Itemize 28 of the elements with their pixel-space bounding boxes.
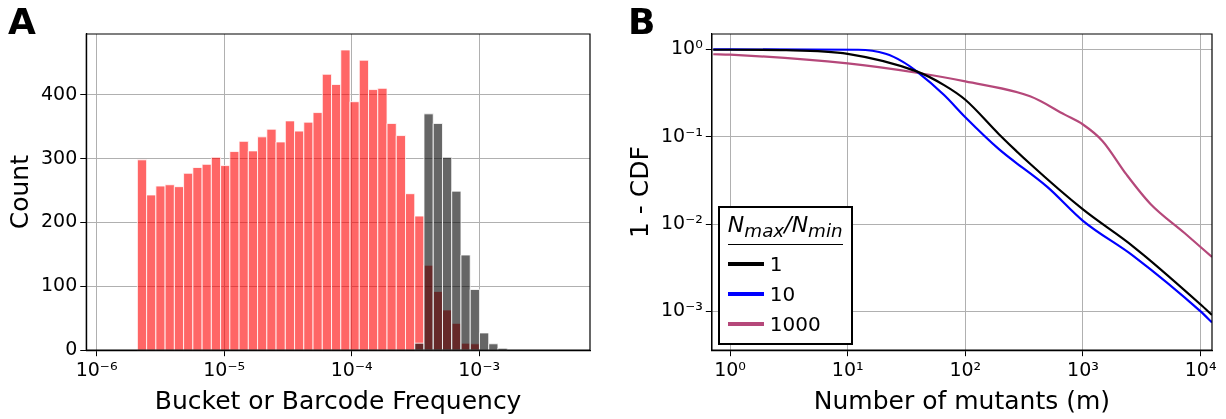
x-tick-label: 10¹ <box>831 357 864 380</box>
y-tick-label: 200 <box>41 209 78 232</box>
x-tick-label: 10⁰ <box>714 357 746 380</box>
y-tick-label: 10⁻² <box>660 211 703 234</box>
y-tick-label: 100 <box>41 273 78 296</box>
x-tick-label: 10⁻³ <box>458 357 501 380</box>
x-tick-label: 10⁻⁶ <box>75 357 118 380</box>
legend-title: N$_{max}$/N$_{min}$ <box>727 212 843 245</box>
x-tick-label: 10² <box>949 357 982 380</box>
chart-title: A <box>8 1 36 42</box>
x-tick-label: 10⁻⁵ <box>203 357 246 380</box>
x-tick-label: 10⁴ <box>1184 357 1217 380</box>
chart-title: B <box>628 1 656 42</box>
y-axis-title: 1 - CDF <box>624 146 654 239</box>
y-tick-label: 10⁻¹ <box>660 123 703 146</box>
y-tick-label: 10⁰ <box>671 36 703 59</box>
x-axis-title: Bucket or Barcode Frequency <box>154 385 522 415</box>
y-tick-label: 0 <box>65 337 78 360</box>
y-tick-label: 300 <box>41 145 78 168</box>
legend-label: 1000 <box>769 311 821 336</box>
x-axis-title: Number of mutants (m) <box>813 385 1111 415</box>
y-tick-label: 400 <box>41 81 78 104</box>
legend-label: 10 <box>769 281 796 306</box>
y-axis-title: Count <box>4 154 34 230</box>
x-tick-label: 10³ <box>1067 357 1099 380</box>
x-tick-label: 10⁻⁴ <box>330 357 373 380</box>
y-tick-label: 10⁻³ <box>660 298 703 321</box>
legend-label: 1 <box>769 251 783 276</box>
